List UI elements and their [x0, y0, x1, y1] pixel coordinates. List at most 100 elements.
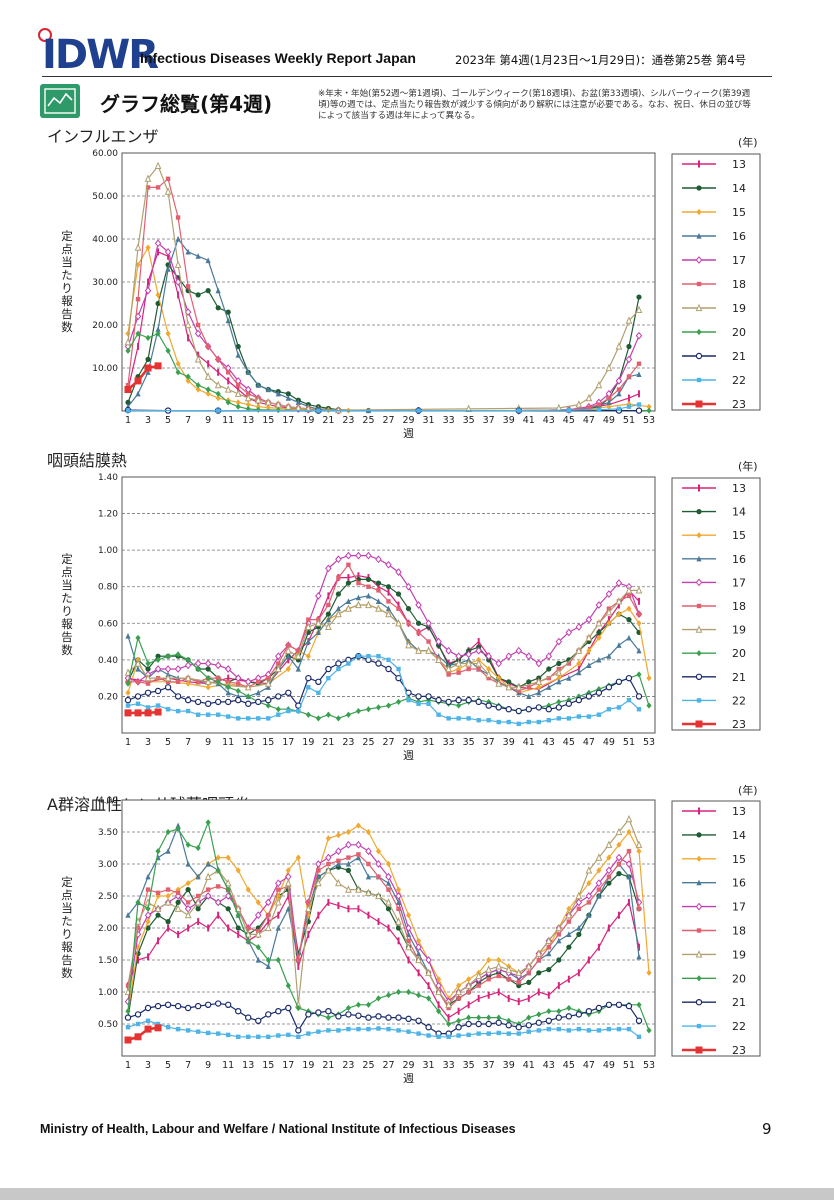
idwr-logo: IDWR — [42, 32, 159, 78]
data-point — [205, 712, 211, 717]
legend-label: 17 — [732, 254, 746, 267]
data-point — [555, 704, 563, 711]
x-tick-label: 11 — [222, 1060, 234, 1071]
data-point — [276, 661, 281, 666]
legend-box — [671, 800, 761, 1057]
legend-label: 18 — [732, 600, 746, 613]
data-point — [595, 853, 603, 861]
x-tick-label: 37 — [483, 1060, 495, 1071]
data-point — [135, 330, 141, 337]
data-point — [365, 1014, 372, 1021]
data-point — [265, 684, 271, 690]
data-point — [595, 879, 603, 888]
data-point — [626, 697, 632, 703]
data-point — [416, 630, 421, 635]
data-point — [336, 858, 341, 863]
data-point — [265, 386, 271, 393]
series-line — [127, 818, 640, 1006]
data-point — [316, 1029, 321, 1034]
legend-label: 15 — [732, 853, 746, 866]
data-point — [506, 1031, 511, 1036]
data-point — [476, 718, 481, 723]
data-point — [385, 872, 392, 881]
chart-1: インフルエンザ (年) 10.00 20.00 30.00 40.00 50.00 60.00… — [47, 127, 761, 440]
data-point — [515, 646, 523, 655]
data-point — [325, 622, 332, 631]
data-point — [576, 714, 582, 719]
legend-swatch-marker — [695, 352, 703, 360]
data-point — [195, 322, 201, 328]
data-point — [185, 1028, 191, 1033]
data-point — [235, 687, 241, 695]
data-point — [296, 708, 301, 714]
data-point — [466, 1032, 471, 1038]
legend-label: 20 — [732, 647, 746, 660]
data-point — [285, 665, 291, 673]
data-point — [625, 355, 633, 364]
data-point — [366, 861, 371, 867]
plot-area — [121, 476, 656, 734]
data-point — [325, 835, 331, 842]
x-tick-label: 45 — [563, 415, 575, 426]
x-tick-label: 23 — [342, 415, 354, 426]
data-point — [335, 1013, 342, 1020]
legend-item-20: 20 — [682, 326, 746, 339]
data-point — [225, 886, 231, 893]
data-point — [246, 925, 251, 931]
data-point — [526, 1014, 532, 1021]
data-point — [456, 996, 461, 1001]
svg-text:定: 定 — [61, 229, 73, 243]
data-point — [395, 892, 402, 900]
data-point — [575, 623, 583, 631]
legend-box — [671, 153, 761, 411]
data-point — [575, 696, 583, 704]
data-point — [516, 1031, 521, 1036]
x-tick-label: 29 — [402, 737, 414, 748]
data-point — [144, 1004, 152, 1012]
legend-item-21: 21 — [682, 671, 746, 684]
data-point — [546, 718, 552, 723]
data-point — [235, 1008, 242, 1015]
data-point — [345, 598, 352, 604]
data-point — [395, 591, 402, 597]
data-point — [175, 886, 181, 893]
data-point — [266, 1034, 271, 1039]
data-point — [195, 253, 201, 259]
data-point — [225, 1032, 231, 1038]
data-point — [174, 260, 182, 268]
x-tick-label: 3 — [145, 1060, 151, 1071]
data-point — [284, 878, 292, 887]
x-tick-label: 23 — [342, 1060, 354, 1071]
data-point — [254, 395, 262, 404]
svg-text:点: 点 — [61, 242, 73, 256]
y-tick-label: 0.80 — [98, 583, 118, 593]
data-point — [556, 937, 562, 944]
y-tick-label: 0.50 — [98, 1020, 118, 1030]
data-point — [306, 617, 311, 622]
legend-swatch-marker — [696, 928, 702, 933]
data-point — [375, 604, 382, 612]
data-point — [395, 568, 402, 576]
data-point — [556, 957, 562, 963]
data-point — [385, 898, 392, 906]
data-point — [285, 1004, 292, 1012]
data-point — [165, 919, 171, 925]
data-point — [155, 912, 161, 918]
data-point — [144, 911, 152, 920]
data-point — [205, 344, 211, 349]
data-point — [195, 906, 201, 912]
legend-label: 15 — [732, 529, 746, 542]
data-point — [616, 841, 622, 848]
legend-item-22: 22 — [682, 1020, 746, 1033]
data-point — [365, 873, 372, 880]
data-point — [605, 840, 613, 848]
data-point — [416, 701, 421, 706]
data-point — [185, 680, 191, 687]
x-tick-label: 45 — [563, 737, 575, 748]
data-point — [586, 714, 592, 719]
data-point — [245, 700, 252, 707]
data-point — [194, 898, 202, 906]
data-point — [335, 715, 342, 722]
svg-text:当: 当 — [61, 255, 73, 269]
data-point — [355, 840, 362, 849]
